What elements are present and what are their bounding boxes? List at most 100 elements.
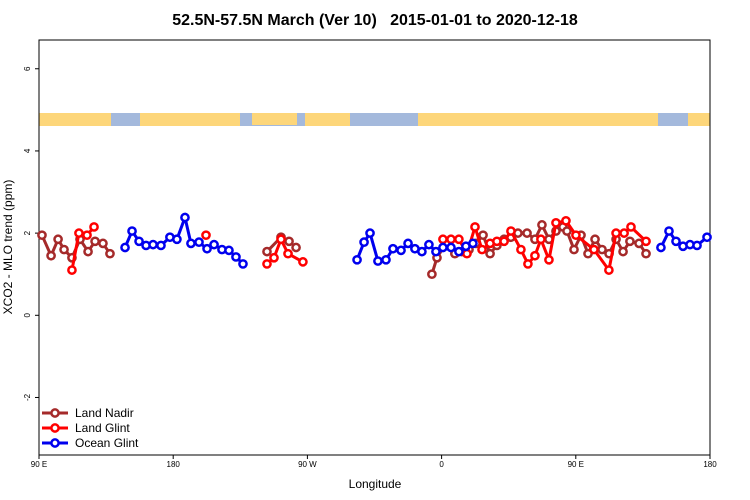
data-point	[625, 236, 635, 247]
legend-marker	[50, 438, 60, 448]
data-point	[571, 230, 581, 241]
data-point	[537, 220, 547, 230]
data-point	[381, 254, 391, 265]
legend-marker	[50, 423, 60, 433]
y-tick-label: 4	[23, 148, 32, 153]
data-point	[82, 230, 92, 241]
data-point	[626, 222, 636, 232]
plot-frame	[38, 39, 711, 456]
data-point	[120, 242, 130, 253]
data-point	[148, 239, 158, 250]
data-point	[590, 234, 600, 245]
data-point	[427, 269, 437, 280]
data-point	[53, 234, 63, 245]
x-tick-label: 90 E	[31, 460, 47, 469]
data-point	[67, 265, 77, 275]
data-point	[359, 237, 369, 248]
data-point	[569, 244, 579, 255]
x-tick-label: 90 W	[298, 460, 317, 469]
data-point	[619, 228, 629, 238]
data-point	[298, 257, 308, 267]
data-point	[134, 236, 144, 247]
data-point	[618, 246, 628, 257]
data-point	[172, 234, 182, 245]
data-point	[403, 238, 413, 249]
data-point	[446, 242, 456, 253]
data-point	[671, 236, 681, 247]
data-point	[365, 228, 375, 238]
data-point	[59, 244, 69, 255]
data-point	[202, 243, 212, 254]
data-point	[551, 217, 561, 228]
x-tick-label: 90 E	[568, 460, 584, 469]
data-point	[194, 237, 204, 248]
data-point	[641, 236, 651, 247]
data-point	[209, 239, 219, 250]
data-point	[438, 234, 448, 245]
data-point	[186, 238, 196, 249]
data-point	[46, 250, 56, 261]
y-axis-title: XCO2 - MLO trend (ppm)	[1, 180, 15, 315]
data-point	[702, 232, 712, 243]
data-point	[156, 240, 166, 251]
legend-label: Land Nadir	[75, 406, 134, 420]
data-point	[89, 222, 99, 232]
data-point	[431, 246, 441, 257]
data-point	[499, 236, 509, 247]
data-point	[396, 245, 406, 256]
data-point	[506, 226, 516, 236]
data-point	[530, 250, 540, 261]
data-point	[611, 228, 621, 238]
data-point	[291, 242, 301, 253]
data-point	[561, 215, 571, 226]
data-point	[470, 222, 480, 232]
data-point	[74, 228, 84, 238]
data-point	[641, 248, 651, 259]
x-tick-label: 180	[703, 460, 717, 469]
legend-marker	[50, 408, 60, 418]
data-point	[201, 230, 211, 241]
data-point	[224, 245, 234, 256]
chart-title: 52.5N-57.5N March (Ver 10) 2015-01-01 to…	[172, 12, 578, 29]
legend-label: Land Glint	[75, 421, 130, 435]
data-point	[468, 238, 478, 249]
data-point	[477, 244, 487, 255]
data-point	[373, 256, 383, 266]
data-point	[664, 226, 674, 236]
data-point	[462, 248, 472, 259]
data-point	[180, 212, 190, 223]
data-point	[83, 246, 93, 257]
y-tick-label: 6	[23, 66, 32, 71]
data-point	[262, 246, 272, 257]
data-point	[544, 254, 554, 265]
data-point	[485, 248, 495, 259]
data-point	[37, 230, 47, 241]
data-point	[276, 234, 286, 245]
data-point	[262, 259, 272, 269]
x-tick-label: 180	[167, 460, 181, 469]
data-point	[562, 226, 572, 236]
data-point	[604, 265, 614, 275]
x-tick-label: 0	[439, 460, 444, 469]
data-point	[231, 252, 241, 262]
data-point	[269, 252, 279, 263]
data-point	[656, 242, 666, 253]
land-ocean-strip	[39, 113, 710, 126]
legend-label: Ocean Glint	[75, 436, 139, 450]
data-point	[589, 244, 599, 255]
data-point	[523, 259, 533, 269]
data-point	[454, 246, 464, 257]
y-tick-label: -2	[23, 393, 32, 401]
data-point	[388, 243, 398, 254]
data-point	[454, 234, 464, 245]
data-point	[352, 254, 362, 265]
data-point	[516, 244, 526, 255]
data-point	[90, 236, 100, 247]
data-point	[438, 242, 448, 253]
y-tick-label: 0	[23, 313, 32, 318]
x-axis-title: Longitude	[349, 477, 402, 491]
data-point	[478, 230, 488, 241]
data-point	[105, 248, 115, 259]
data-point	[536, 234, 546, 245]
